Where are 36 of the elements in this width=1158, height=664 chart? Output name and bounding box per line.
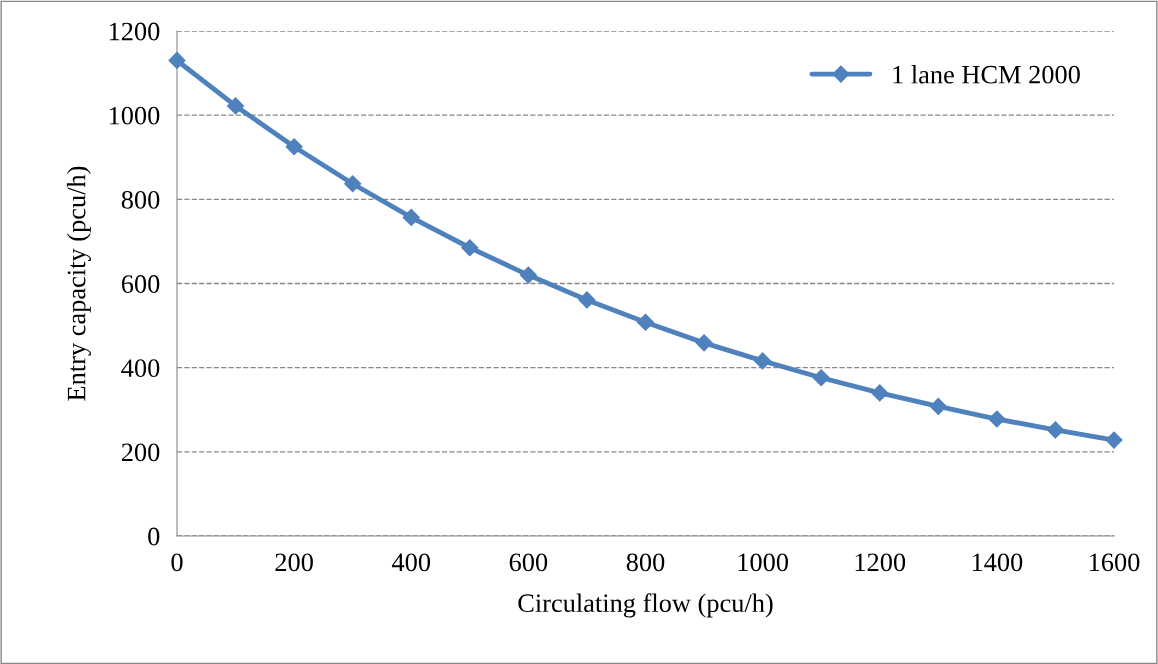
x-tick-label: 400 — [391, 553, 431, 572]
x-tick-label: 600 — [509, 553, 548, 572]
point — [344, 175, 362, 193]
y-tick-label: 400 — [121, 359, 160, 378]
x-tick-label: 1400 — [972, 553, 1023, 572]
legend-label: 1 lane HCM 2000 — [893, 65, 1080, 84]
point — [519, 266, 537, 284]
x-tick-label: 1000 — [738, 553, 789, 572]
point — [988, 410, 1006, 428]
point — [578, 291, 596, 309]
point — [812, 369, 830, 387]
point — [168, 51, 186, 70]
point — [1046, 421, 1064, 439]
point — [227, 97, 245, 115]
x-tick-label: 800 — [626, 553, 665, 572]
y-tick-label: 1000 — [109, 106, 160, 125]
point — [402, 208, 420, 226]
x-tick-label: 200 — [275, 553, 313, 572]
point — [636, 313, 655, 331]
y-axis-title: Entry capacity (pcu/h) — [66, 166, 91, 401]
point — [871, 384, 889, 402]
x-tick-label: 0 — [171, 553, 183, 572]
y-tick-label: 0 — [148, 527, 160, 546]
x-axis-title: Circulating flow (pcu/h) — [518, 593, 773, 618]
y-tick-label: 200 — [121, 443, 160, 462]
point — [461, 239, 479, 257]
y-tick-label: 600 — [121, 275, 160, 293]
y-tick-label: 1200 — [109, 22, 160, 41]
x-tick-label: 1600 — [1089, 553, 1140, 572]
point — [754, 352, 772, 370]
point — [285, 138, 303, 156]
x-tick-label: 1200 — [855, 553, 906, 572]
y-tick-label: 800 — [121, 190, 160, 209]
point — [695, 334, 713, 352]
point — [1105, 431, 1123, 449]
point — [929, 397, 947, 415]
